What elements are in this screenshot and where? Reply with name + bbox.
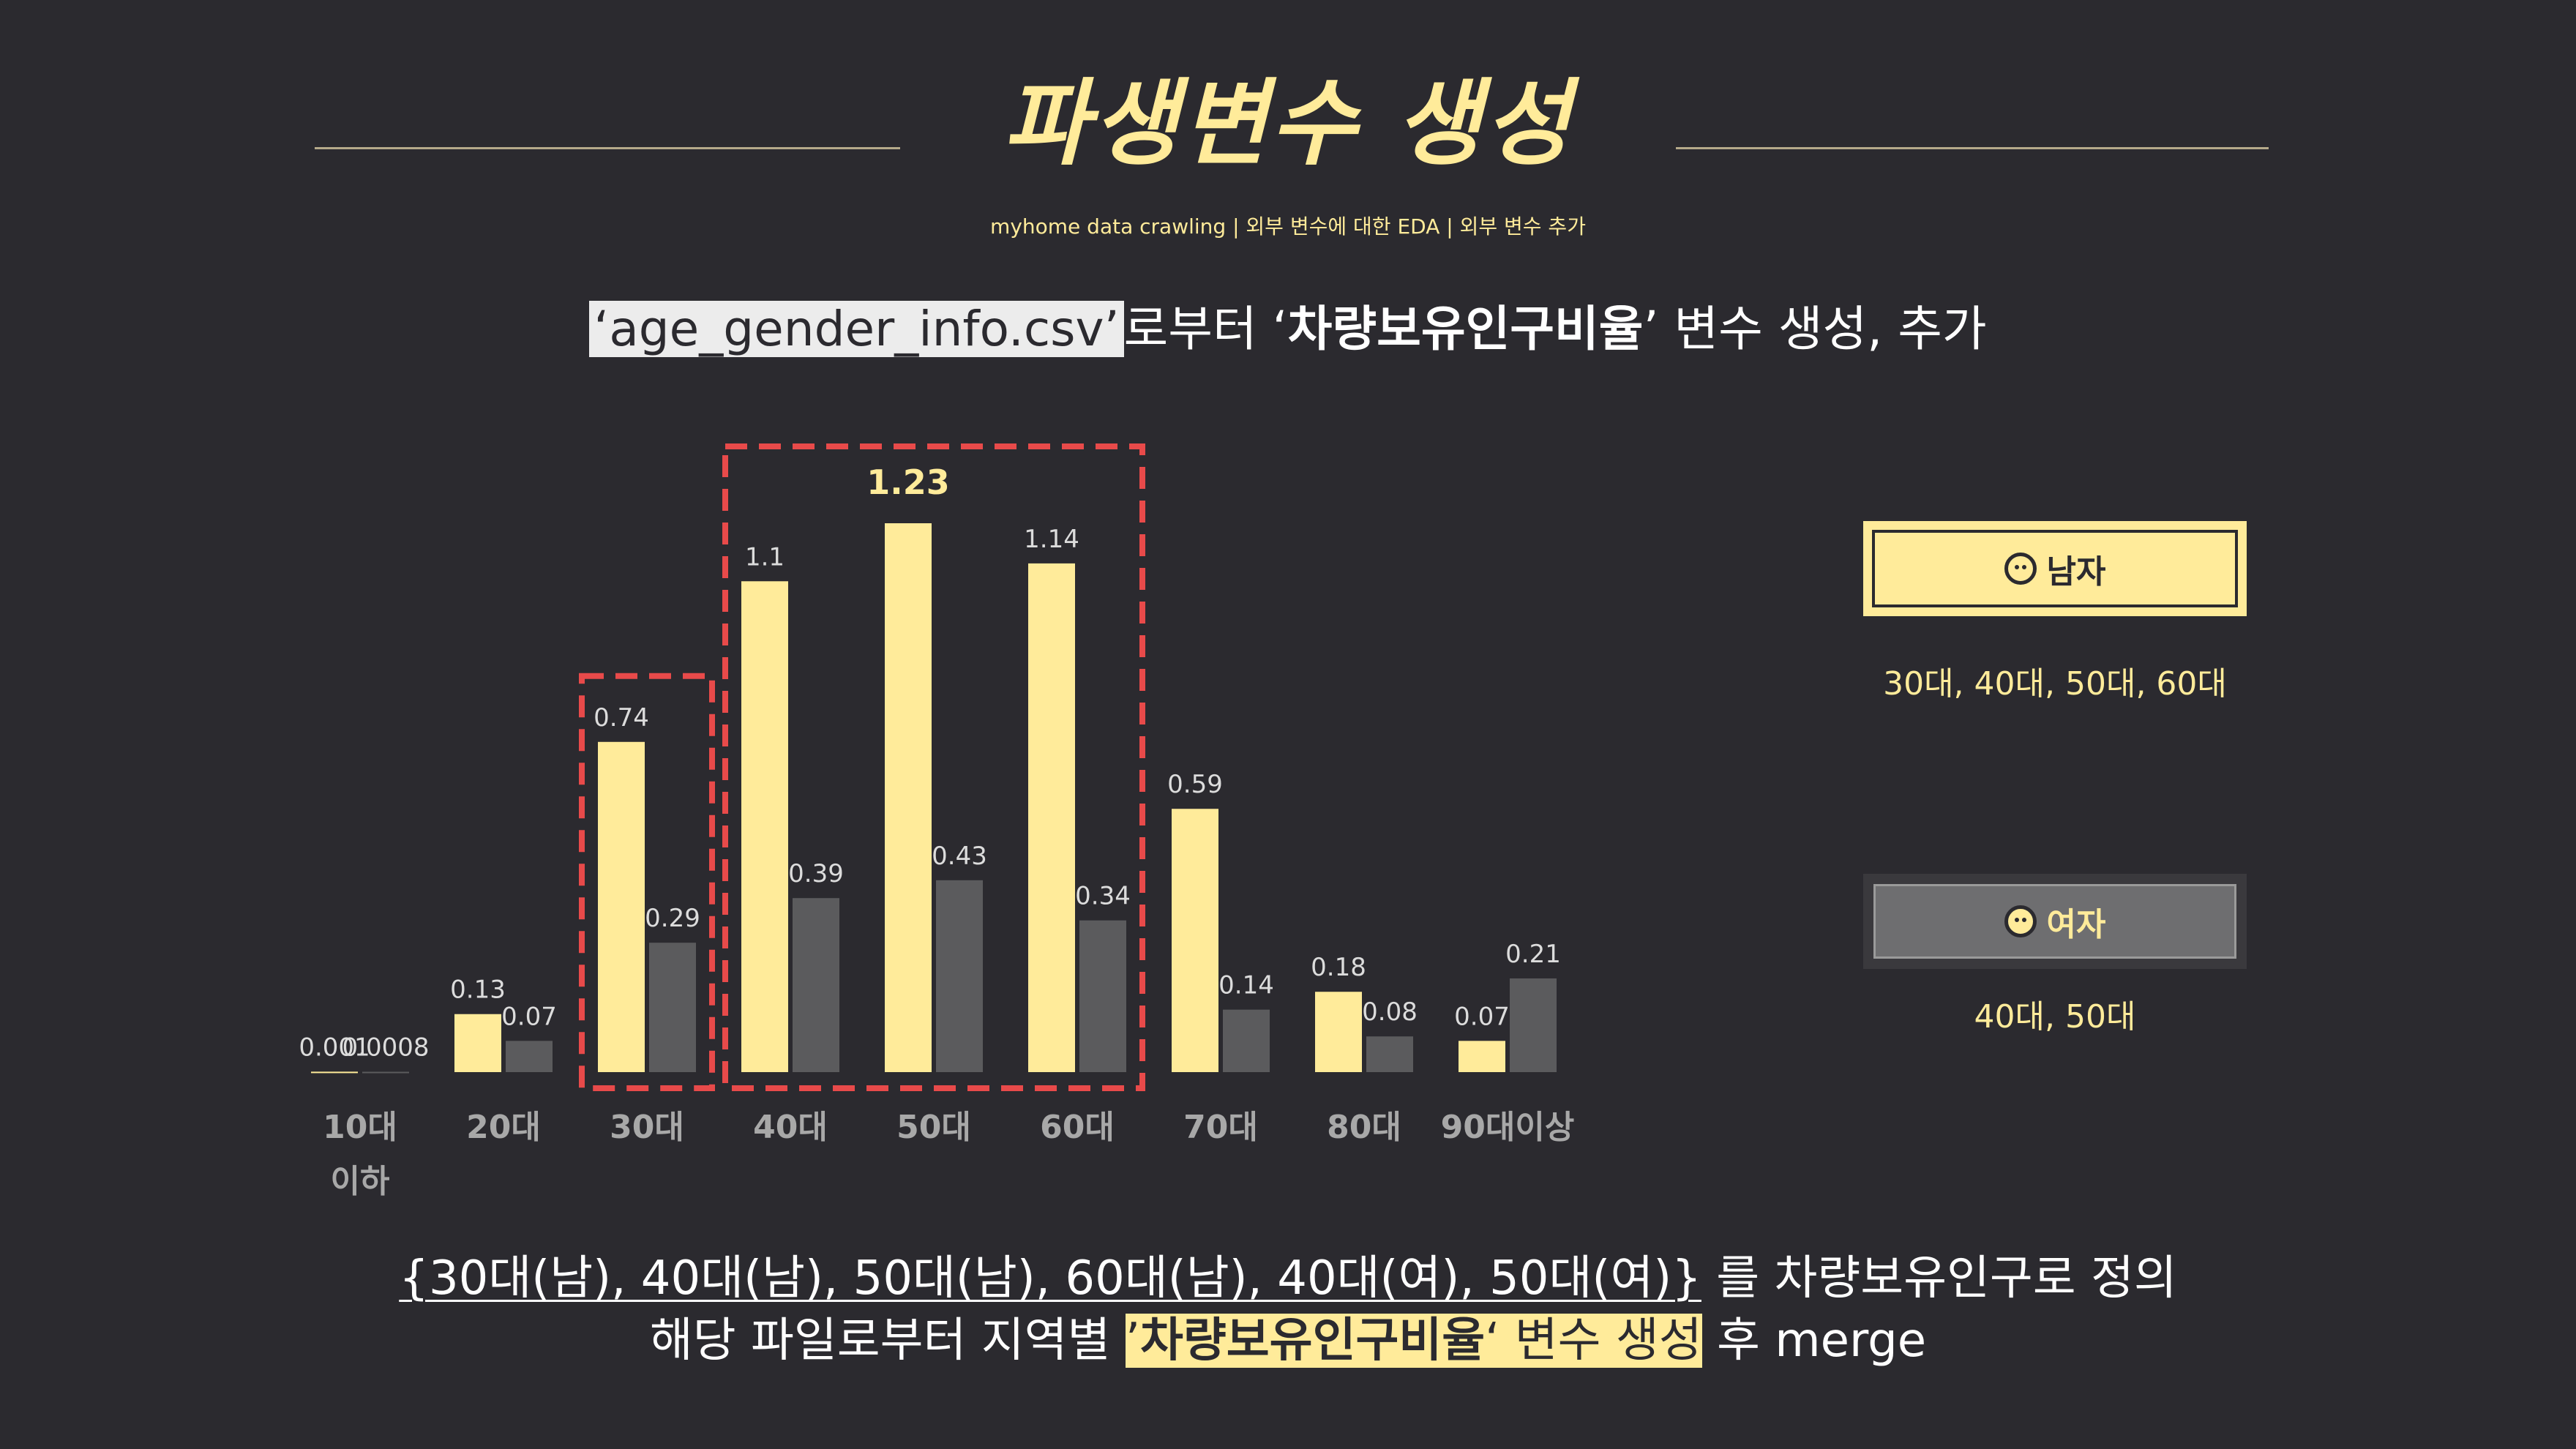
x-tick-label: 80대 — [1327, 1109, 1401, 1146]
x-tick-label: 20대 — [466, 1109, 541, 1146]
bar-female — [793, 898, 839, 1072]
data-label: 1.1 — [745, 542, 785, 572]
footer-hl-variable: 차량보유인구비율 — [1140, 1314, 1486, 1368]
boy-face-icon — [2004, 553, 2037, 585]
legend-male: 남자 — [1863, 521, 2247, 616]
data-label: 0.0008 — [342, 1033, 430, 1063]
highlight-box — [579, 673, 715, 1091]
bar-male — [885, 523, 932, 1072]
subtitle-variable: 차량보유인구비율 — [1287, 301, 1644, 357]
data-label: 0.59 — [1167, 770, 1223, 799]
footer-highlight: ’차량보유인구비율‘ 변수 생성 — [1125, 1314, 1702, 1368]
bar-female — [1366, 1036, 1413, 1072]
data-label: 0.21 — [1505, 940, 1561, 969]
bar-female — [362, 1071, 409, 1074]
bar-female — [649, 943, 696, 1072]
data-label: 0.18 — [1311, 953, 1366, 982]
title-rule-left — [315, 147, 900, 149]
file-name: ‘age_gender_info.csv’ — [589, 301, 1124, 357]
x-tick-label: 30대 — [610, 1109, 684, 1146]
data-label: 0.29 — [645, 904, 700, 933]
subtitle-text-2: ’ 변수 생성, 추가 — [1643, 301, 1987, 357]
bar-female — [1510, 978, 1557, 1072]
bar-male — [454, 1014, 501, 1072]
data-label: 1.14 — [1024, 525, 1079, 554]
data-label: 0.34 — [1075, 882, 1131, 911]
data-label: 0.39 — [788, 859, 844, 888]
data-label: 0.07 — [1454, 1002, 1510, 1031]
bar-male — [1028, 563, 1075, 1072]
data-label: 0.74 — [594, 703, 649, 733]
footer-hl-rest: ‘ 변수 생성 — [1485, 1314, 1702, 1368]
data-label: 1.23 — [866, 463, 950, 502]
title-rule-right — [1676, 147, 2269, 149]
breadcrumb: myhome data crawling | 외부 변수에 대한 EDA | 외… — [990, 214, 1586, 239]
bar-female — [1223, 1009, 1270, 1072]
data-label: 0.001 — [299, 1033, 370, 1062]
x-tick-label: 60대 — [1040, 1109, 1115, 1146]
bar-male — [741, 581, 788, 1072]
footer-age-groups: {30대(남), 40대(남), 50대(남), 60대(남), 40대(여),… — [399, 1251, 1701, 1306]
legend-male-label: 남자 — [2046, 553, 2106, 591]
x-tick-label: 이하 — [331, 1163, 390, 1200]
data-label: 0.07 — [501, 1002, 557, 1031]
footer-line-1: {30대(남), 40대(남), 50대(남), 60대(남), 40대(여),… — [366, 1248, 2210, 1309]
girl-face-icon — [2004, 905, 2037, 937]
bar-female — [1079, 920, 1126, 1072]
x-tick-label: 90대이상 — [1441, 1109, 1575, 1146]
bar-male — [1172, 809, 1218, 1072]
x-tick-label: 50대 — [896, 1109, 971, 1146]
bar-male — [1315, 992, 1362, 1072]
bar-female — [936, 880, 983, 1072]
bar-female — [506, 1041, 553, 1072]
data-label: 0.43 — [932, 842, 987, 871]
highlight-box — [722, 443, 1145, 1091]
data-label: 0.08 — [1362, 997, 1418, 1027]
legend-female-ages: 40대, 50대 — [1974, 998, 2136, 1036]
footer-text-start: 해당 파일로부터 지역별 — [649, 1314, 1126, 1368]
page-title: 파생변수 생성 — [1003, 70, 1573, 179]
legend-female: 여자 — [1863, 874, 2247, 969]
data-label: 0.14 — [1218, 971, 1274, 1000]
footer-hl-quote: ’ — [1125, 1314, 1141, 1368]
x-tick-label: 40대 — [753, 1109, 828, 1146]
x-tick-label: 10대 — [323, 1109, 397, 1146]
x-tick-label: 70대 — [1183, 1109, 1258, 1146]
bar-male — [598, 741, 645, 1072]
footer-definition: 를 차량보유인구로 정의 — [1701, 1251, 2177, 1306]
legend-male-ages: 30대, 40대, 50대, 60대 — [1883, 665, 2227, 703]
subtitle-text-1: 로부터 ‘ — [1123, 301, 1288, 357]
footer-text-end: 후 merge — [1701, 1314, 1927, 1368]
bar-male — [311, 1071, 358, 1074]
subtitle: ‘age_gender_info.csv’로부터 ‘차량보유인구비율’ 변수 생… — [512, 296, 2064, 362]
bar-male — [1459, 1041, 1505, 1072]
data-label: 0.13 — [450, 976, 506, 1005]
legend-female-label: 여자 — [2046, 906, 2106, 943]
footer-line-2: 해당 파일로부터 지역별 ’차량보유인구비율‘ 변수 생성 후 merge — [366, 1310, 2210, 1371]
